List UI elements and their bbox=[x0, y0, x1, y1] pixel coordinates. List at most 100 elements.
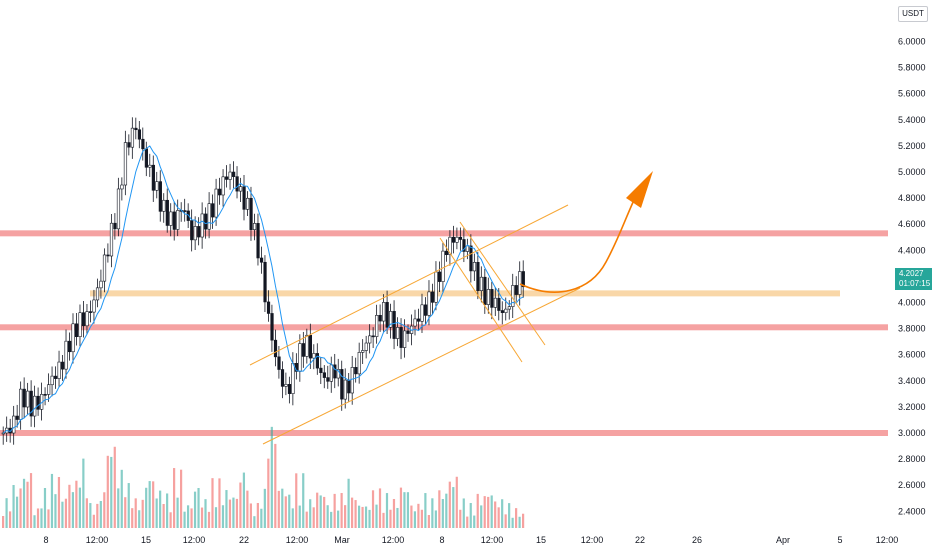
volume-bar bbox=[316, 492, 319, 528]
wedge-upper-line bbox=[459, 221, 546, 346]
candle bbox=[507, 306, 511, 310]
time-axis-bg bbox=[0, 530, 932, 550]
volume-bar bbox=[124, 497, 127, 528]
time-tick-label: 22 bbox=[635, 535, 645, 545]
candle bbox=[413, 318, 417, 327]
volume-bar bbox=[40, 508, 43, 528]
volume-bar bbox=[33, 515, 36, 528]
volume-bar bbox=[57, 476, 61, 528]
candle bbox=[50, 375, 54, 386]
candle bbox=[273, 339, 278, 358]
candle bbox=[54, 375, 58, 379]
candle bbox=[284, 384, 288, 387]
volume-bar bbox=[333, 493, 336, 528]
volume-bar bbox=[162, 504, 165, 528]
candle bbox=[319, 367, 323, 374]
candle bbox=[361, 350, 365, 353]
candle bbox=[420, 304, 424, 322]
price-tick-label: 4.0000 bbox=[898, 298, 926, 308]
candle bbox=[458, 236, 463, 240]
candle bbox=[218, 188, 222, 196]
volume-bar bbox=[103, 492, 106, 528]
candle bbox=[92, 299, 96, 313]
volume-bar bbox=[364, 506, 368, 528]
volume-bar bbox=[298, 505, 301, 528]
candle bbox=[375, 314, 379, 337]
candle bbox=[221, 176, 225, 196]
candle bbox=[322, 372, 326, 378]
candle bbox=[123, 142, 128, 186]
candle bbox=[141, 138, 145, 150]
candle bbox=[15, 415, 19, 420]
projection-curve bbox=[519, 199, 635, 293]
volume-bar bbox=[106, 455, 109, 528]
candle bbox=[315, 353, 319, 369]
volume-bar bbox=[445, 493, 448, 528]
volume-bar bbox=[480, 505, 483, 528]
candle bbox=[162, 199, 166, 212]
candle bbox=[437, 271, 442, 282]
candle bbox=[158, 181, 162, 212]
volume-bar bbox=[344, 505, 347, 528]
volume-bar bbox=[12, 485, 15, 528]
volume-bar bbox=[448, 481, 451, 528]
candle bbox=[68, 340, 72, 353]
volume-bar bbox=[204, 499, 207, 528]
volume-bar bbox=[155, 498, 158, 528]
wedge-lower-line bbox=[439, 237, 523, 363]
candle bbox=[382, 302, 386, 322]
currency-badge[interactable]: USDT bbox=[898, 6, 928, 22]
volume-bar bbox=[29, 473, 33, 528]
volume-bar bbox=[221, 505, 225, 528]
volume-bar bbox=[497, 507, 500, 528]
candle bbox=[47, 384, 51, 395]
price-tick-label: 2.4000 bbox=[898, 506, 926, 516]
volume-bar bbox=[452, 487, 455, 528]
volume-bar bbox=[511, 517, 514, 528]
time-tick-label: 12:00 bbox=[481, 535, 504, 545]
volume-bar bbox=[396, 507, 399, 528]
candle bbox=[434, 271, 438, 303]
candle bbox=[423, 304, 428, 316]
price-tick-label: 5.2000 bbox=[898, 141, 926, 151]
candle bbox=[249, 197, 253, 230]
candle bbox=[347, 379, 351, 394]
volume-bar bbox=[522, 513, 525, 528]
time-tick-label: 12:00 bbox=[86, 535, 109, 545]
volume-bar bbox=[85, 498, 88, 528]
price-tick-label: 4.8000 bbox=[898, 193, 926, 203]
candle bbox=[88, 311, 93, 313]
volume-bar bbox=[22, 478, 26, 528]
candle bbox=[493, 297, 497, 308]
volume-bar bbox=[242, 472, 246, 528]
time-tick-label: 8 bbox=[439, 535, 444, 545]
volume-bar bbox=[120, 469, 123, 528]
candle bbox=[392, 311, 396, 339]
candle bbox=[287, 384, 292, 394]
volume-bar bbox=[406, 492, 410, 528]
volume-bar bbox=[193, 491, 197, 528]
volume-bar bbox=[5, 498, 8, 528]
candle bbox=[81, 312, 86, 327]
time-tick-label: 5 bbox=[837, 535, 842, 545]
volume-bar bbox=[15, 496, 19, 528]
candle bbox=[200, 213, 204, 238]
candle bbox=[340, 369, 344, 400]
volume-bar bbox=[389, 509, 392, 528]
candle bbox=[190, 220, 194, 241]
candle bbox=[197, 226, 201, 238]
candle bbox=[1, 432, 5, 435]
price-tick-label: 3.0000 bbox=[898, 428, 926, 438]
volume-bar bbox=[36, 508, 40, 528]
volume-bar bbox=[225, 490, 228, 528]
candle bbox=[441, 250, 445, 282]
candle bbox=[36, 395, 40, 410]
candle bbox=[312, 353, 316, 359]
volume-bar bbox=[235, 498, 239, 528]
candle bbox=[19, 388, 23, 420]
candle bbox=[169, 211, 173, 226]
time-tick-label: 12:00 bbox=[286, 535, 309, 545]
candle bbox=[137, 129, 142, 140]
candle bbox=[368, 335, 372, 344]
